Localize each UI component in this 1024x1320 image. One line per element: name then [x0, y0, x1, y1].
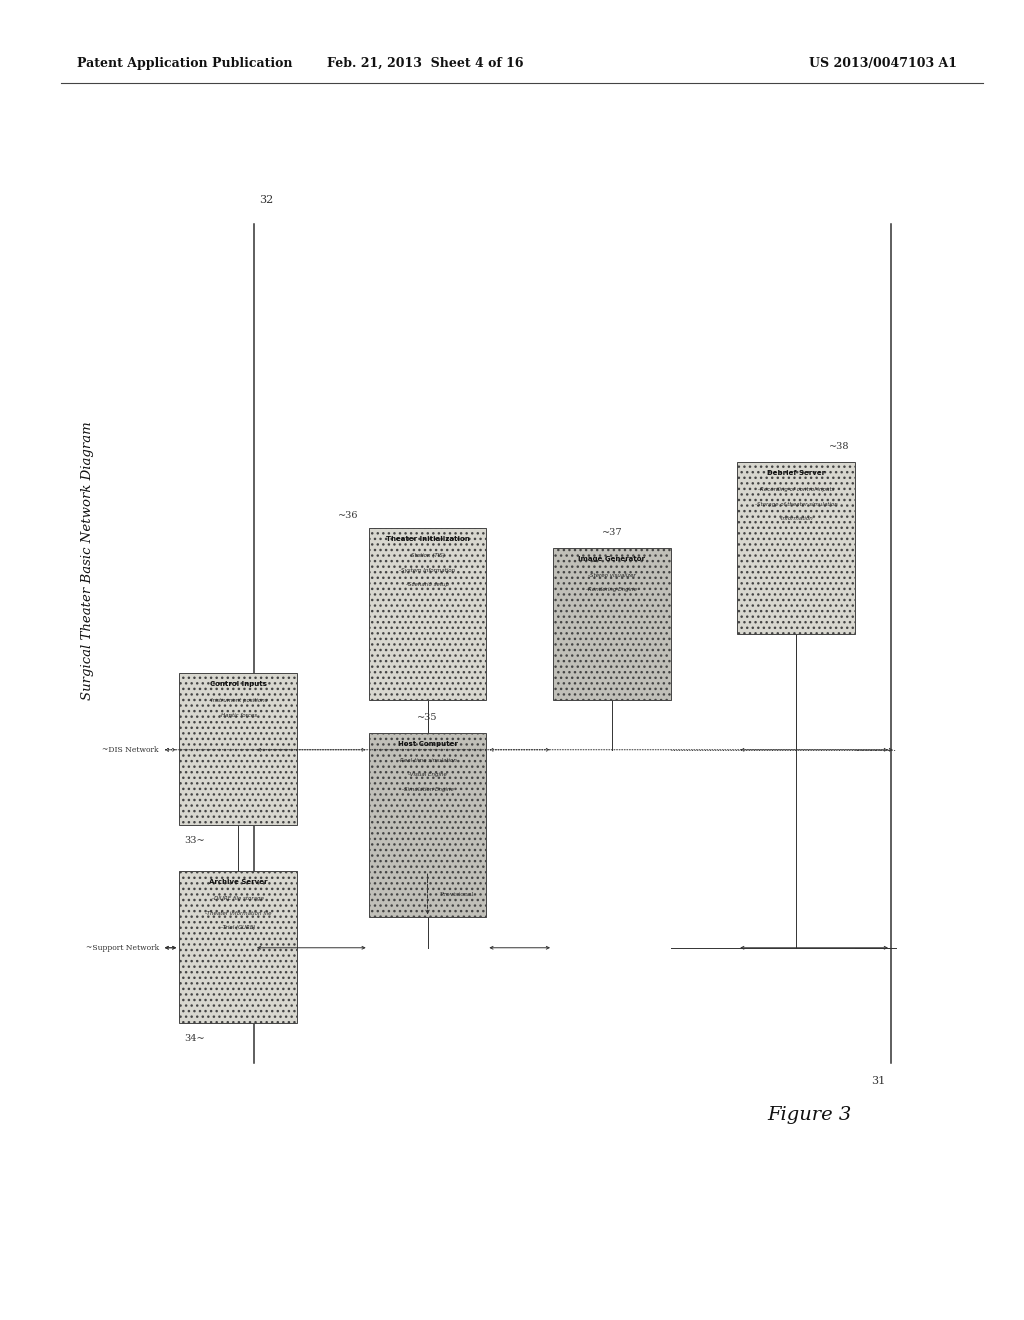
Text: 31: 31 — [871, 1076, 886, 1086]
Text: -System Information: -System Information — [399, 568, 456, 573]
Text: -Storage of theater simulation: -Storage of theater simulation — [755, 502, 838, 507]
Text: Station (TIS): Station (TIS) — [411, 553, 444, 558]
Text: Theater Initialization: Theater Initialization — [386, 536, 469, 543]
Text: Surgical Theater Basic Network Diagram: Surgical Theater Basic Network Diagram — [81, 421, 93, 701]
Text: ~36: ~36 — [338, 511, 358, 520]
Text: -Trial (CURE): -Trial (CURE) — [221, 925, 255, 931]
Text: -Simulation Engine: -Simulation Engine — [401, 787, 454, 792]
Text: -Visual Engine: -Visual Engine — [409, 772, 446, 777]
Text: Image Generator: Image Generator — [579, 556, 645, 562]
Text: -Real-time simulation: -Real-time simulation — [398, 758, 457, 763]
Text: Provisional: Provisional — [440, 892, 474, 896]
Text: -Scenario setup: -Scenario setup — [407, 582, 449, 587]
Bar — [369, 528, 486, 700]
Text: Archive Server: Archive Server — [209, 879, 267, 886]
Text: Feb. 21, 2013  Sheet 4 of 16: Feb. 21, 2013 Sheet 4 of 16 — [327, 57, 523, 70]
Text: ~Support Network: ~Support Network — [86, 944, 159, 952]
Text: Host Computer: Host Computer — [397, 741, 458, 747]
Text: -information: -information — [779, 516, 813, 521]
Text: Debrief Server: Debrief Server — [767, 470, 825, 477]
Text: Patent Application Publication: Patent Application Publication — [77, 57, 292, 70]
Bar — [737, 462, 855, 634]
Bar — [179, 871, 297, 1023]
Text: -Haptic forces: -Haptic forces — [219, 713, 257, 718]
Bar — [369, 733, 486, 917]
Text: Figure 3: Figure 3 — [767, 1106, 851, 1125]
Text: -Theater information file: -Theater information file — [205, 911, 271, 916]
Text: -Stereo visualizer: -Stereo visualizer — [588, 573, 636, 578]
Text: 34~: 34~ — [184, 1034, 205, 1043]
Text: -Rendering Engine: -Rendering Engine — [587, 587, 637, 593]
Text: -Recording of control inputs: -Recording of control inputs — [758, 487, 835, 492]
Text: ~DIS Network: ~DIS Network — [102, 746, 159, 754]
Text: -DIURE file storage: -DIURE file storage — [212, 896, 264, 902]
Text: 32: 32 — [259, 194, 273, 205]
Text: ~35: ~35 — [417, 713, 438, 722]
Text: 33~: 33~ — [184, 836, 205, 845]
Bar — [553, 548, 671, 700]
Text: Control Inputs: Control Inputs — [210, 681, 266, 688]
Text: ~38: ~38 — [829, 442, 850, 451]
Text: US 2013/0047103 A1: US 2013/0047103 A1 — [809, 57, 957, 70]
Text: -Instrument positions: -Instrument positions — [209, 698, 267, 704]
Text: ~37: ~37 — [601, 528, 623, 537]
Bar — [179, 673, 297, 825]
